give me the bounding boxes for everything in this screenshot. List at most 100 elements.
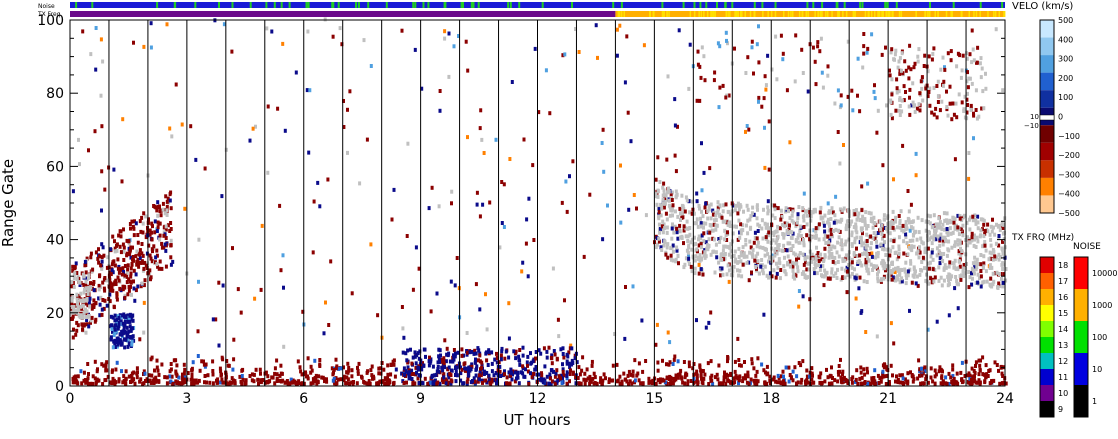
scatter-cell — [100, 307, 104, 312]
scatter-cell — [655, 322, 659, 327]
scatter-cell — [777, 376, 781, 380]
scatter-cell — [657, 212, 661, 217]
scatter-cell — [565, 361, 569, 366]
scatter-cell — [125, 333, 129, 338]
scatter-cell — [166, 196, 170, 201]
scatter-cell — [623, 377, 627, 382]
scatter-cell — [473, 360, 477, 365]
scatter-cell — [701, 381, 705, 386]
scatter-cell — [313, 378, 317, 383]
scatter-cell — [756, 379, 760, 384]
scatter-cell — [111, 368, 114, 373]
scatter-cell — [737, 207, 741, 212]
scatter-cell — [300, 381, 304, 386]
scatter-cell — [916, 59, 920, 64]
scatter-cell — [495, 360, 499, 365]
scatter-cell — [618, 374, 622, 379]
scatter-cell — [797, 289, 801, 293]
scatter-cell — [895, 274, 899, 279]
scatter-cell — [134, 254, 138, 259]
scatter-cell — [899, 209, 903, 214]
scatter-cell — [110, 285, 114, 290]
scatter-cell — [532, 371, 536, 376]
scatter-cell — [154, 375, 158, 380]
scatter-cell — [979, 233, 983, 238]
scatter-cell — [226, 381, 230, 386]
scatter-cell — [217, 280, 221, 285]
scatter-cell — [660, 227, 664, 232]
scatter-cell — [907, 245, 911, 250]
scatter-cell — [674, 373, 678, 378]
scatter-cell — [712, 78, 716, 83]
scatter-cell — [731, 203, 735, 208]
scatter-cell — [822, 237, 826, 242]
scatter-cell — [988, 263, 992, 268]
scatter-cell — [754, 254, 758, 259]
scatter-cell — [736, 260, 740, 265]
scatter-cell — [723, 228, 727, 233]
scatter-cell — [908, 238, 912, 243]
colorbar-frame — [1039, 256, 1055, 418]
scatter-cell — [230, 380, 234, 385]
scatter-cell — [772, 268, 776, 273]
scatter-cell — [472, 376, 476, 381]
scatter-cell — [760, 218, 764, 223]
scatter-cell — [914, 281, 918, 286]
scatter-cell — [601, 127, 605, 132]
colorbar-swatch — [1040, 321, 1054, 337]
scatter-cell — [736, 336, 740, 341]
scatter-cell — [976, 239, 980, 244]
scatter-cell — [122, 245, 126, 250]
scatter-cell — [726, 209, 730, 214]
scatter-cell — [936, 79, 940, 84]
scatter-cell — [830, 206, 834, 211]
scatter-cell — [893, 52, 897, 57]
scatter-cell — [522, 374, 526, 379]
scatter-cell — [765, 364, 769, 369]
scatter-cell — [751, 248, 755, 253]
noise-bar-tick — [716, 2, 718, 8]
scatter-cell — [989, 224, 993, 229]
scatter-cell — [490, 379, 494, 384]
velocity-tick-label: 0 — [1058, 113, 1063, 122]
scatter-cell — [498, 369, 502, 374]
scatter-cell — [767, 119, 771, 124]
scatter-cell — [413, 354, 417, 359]
scatter-cell — [726, 263, 730, 268]
velocity-zero-band — [1039, 114, 1055, 121]
txfreq-bar-tick — [960, 11, 963, 17]
scatter-cell — [814, 257, 817, 262]
scatter-cell — [831, 210, 835, 215]
scatter-cell — [737, 378, 741, 383]
txfreq-bar-tick — [617, 11, 620, 17]
scatter-cell — [892, 239, 896, 244]
scatter-cell — [993, 271, 997, 276]
scatter-cell — [702, 170, 706, 175]
scatter-cell — [684, 195, 688, 200]
scatter-cell — [304, 370, 307, 375]
scatter-cell — [817, 222, 821, 227]
scatter-cell — [100, 266, 104, 271]
scatter-cell — [112, 167, 116, 172]
scatter-cell — [931, 379, 935, 384]
scatter-cell — [673, 354, 677, 359]
scatter-cell — [750, 211, 754, 216]
scatter-cell — [85, 276, 89, 281]
scatter-cell — [897, 244, 901, 249]
scatter-cell — [126, 338, 130, 343]
scatter-cell — [998, 283, 1002, 288]
scatter-cell — [647, 376, 651, 381]
scatter-cell — [966, 70, 969, 75]
scatter-cell — [100, 124, 104, 129]
scatter-cell — [404, 369, 408, 374]
scatter-cell — [856, 93, 859, 98]
scatter-cell — [872, 231, 876, 235]
scatter-cell — [816, 40, 820, 45]
scatter-cell — [804, 209, 808, 214]
scatter-cell — [941, 222, 945, 227]
scatter-cell — [670, 226, 674, 231]
scatter-cell — [615, 53, 619, 58]
scatter-cell — [739, 222, 743, 227]
scatter-cell — [932, 85, 936, 90]
scatter-cell — [924, 376, 928, 381]
